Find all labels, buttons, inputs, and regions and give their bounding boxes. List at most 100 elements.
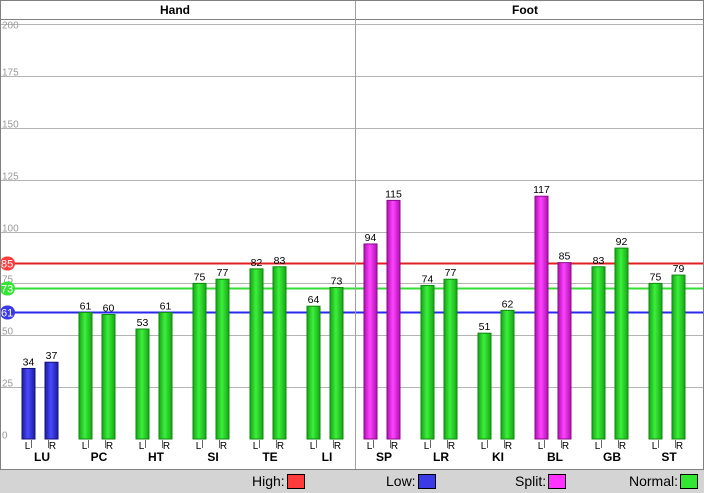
y-tick-label: 200 bbox=[2, 21, 19, 32]
group-label-ki: KI bbox=[492, 450, 504, 464]
side-label-r: R bbox=[163, 441, 170, 452]
side-label-l: L bbox=[310, 441, 316, 452]
value-labels: 34 37 61 60 53 61 75 77 82 83 64 73 94 115 74 77 51 62 117… bbox=[23, 184, 685, 368]
bar-sp-l bbox=[363, 243, 378, 440]
bar-lu-l bbox=[21, 367, 36, 440]
y-tick-label: 50 bbox=[2, 327, 14, 338]
value-label-sp-r: 115 bbox=[385, 188, 402, 200]
side-label-r: R bbox=[391, 441, 398, 452]
bars bbox=[21, 195, 686, 440]
group-label-li: LI bbox=[322, 450, 333, 464]
side-label-l: L bbox=[82, 441, 88, 452]
value-label-pc-l: 61 bbox=[80, 300, 92, 312]
group-label-gb: GB bbox=[603, 450, 621, 464]
side-label-r: R bbox=[448, 441, 455, 452]
bar-bl-l bbox=[534, 195, 549, 440]
value-label-ki-r: 62 bbox=[502, 298, 514, 310]
group-label-bl: BL bbox=[547, 450, 563, 464]
panel-title-foot: Foot bbox=[512, 3, 538, 17]
value-label-gb-l: 83 bbox=[593, 255, 605, 267]
value-label-st-r: 79 bbox=[673, 263, 685, 275]
side-label-l: L bbox=[25, 441, 31, 452]
side-label-l: L bbox=[196, 441, 202, 452]
side-label-r: R bbox=[106, 441, 113, 452]
side-label-r: R bbox=[619, 441, 626, 452]
side-label-l: L bbox=[652, 441, 658, 452]
reference-marker-normal bbox=[0, 281, 15, 296]
panel-title-hand: Hand bbox=[160, 3, 190, 17]
legend-normal-swatch bbox=[680, 473, 699, 489]
bar-te-r bbox=[272, 266, 287, 440]
y-tick-label: 125 bbox=[2, 172, 19, 183]
group-label-lr: LR bbox=[433, 450, 449, 464]
reference-label-high: 85 bbox=[1, 259, 13, 271]
value-label-lu-l: 34 bbox=[23, 356, 35, 368]
y-tick-label: 100 bbox=[2, 224, 19, 235]
reference-marker-low bbox=[0, 305, 15, 320]
side-label-l: L bbox=[253, 441, 259, 452]
bar-st-l bbox=[648, 282, 663, 440]
value-label-li-r: 73 bbox=[331, 276, 343, 288]
value-label-bl-l: 117 bbox=[533, 184, 550, 196]
y-tick-label: 175 bbox=[2, 68, 19, 79]
bar-ki-r bbox=[500, 309, 515, 440]
y-tick-label: 25 bbox=[2, 379, 14, 390]
bar-gb-r bbox=[614, 247, 629, 440]
legend-low-label: Low: bbox=[386, 473, 416, 489]
reference-marker-high bbox=[0, 256, 15, 271]
side-label-r: R bbox=[505, 441, 512, 452]
legend-split-swatch bbox=[548, 473, 567, 489]
bar-li-r bbox=[329, 287, 344, 440]
value-label-ki-l: 51 bbox=[479, 321, 491, 333]
bar-st-r bbox=[671, 274, 686, 440]
group-label-ht: HT bbox=[148, 450, 165, 464]
bar-li-l bbox=[306, 305, 321, 440]
side-label-r: R bbox=[277, 441, 284, 452]
value-label-bl-r: 85 bbox=[559, 251, 571, 263]
value-label-pc-r: 60 bbox=[103, 303, 115, 315]
side-label-r: R bbox=[49, 441, 56, 452]
bar-ki-l bbox=[477, 332, 492, 440]
bar-pc-l bbox=[78, 311, 93, 440]
bar-si-r bbox=[215, 278, 230, 440]
legend-split: Split: bbox=[515, 473, 567, 489]
value-label-te-r: 83 bbox=[274, 255, 286, 267]
value-label-li-l: 64 bbox=[308, 294, 320, 306]
bar-te-l bbox=[249, 268, 264, 440]
side-label-l: L bbox=[367, 441, 373, 452]
bar-ht-l bbox=[135, 328, 150, 440]
group-label-pc: PC bbox=[91, 450, 108, 464]
side-label-r: R bbox=[220, 441, 227, 452]
value-label-st-l: 75 bbox=[650, 271, 662, 283]
bar-lu-r bbox=[44, 361, 59, 440]
y-tick-label: 0 bbox=[2, 431, 8, 442]
reference-label-normal: 73 bbox=[1, 284, 13, 296]
plot-background bbox=[0, 0, 704, 470]
side-label-l: L bbox=[424, 441, 430, 452]
legend-normal: Normal: bbox=[629, 473, 699, 489]
value-label-lr-r: 77 bbox=[445, 267, 457, 279]
legend-high-swatch bbox=[286, 473, 305, 489]
bar-ht-r bbox=[158, 311, 173, 440]
value-label-ht-r: 61 bbox=[160, 300, 172, 312]
side-label-l: L bbox=[595, 441, 601, 452]
reference-lines: 85 73 61 bbox=[0, 256, 704, 320]
y-axis-ticks: 0 25 50 75 100 125 150 175 200 bbox=[2, 21, 19, 442]
bar-pc-r bbox=[101, 314, 116, 440]
side-label-r: R bbox=[676, 441, 683, 452]
side-label-l: L bbox=[538, 441, 544, 452]
side-label-l: L bbox=[139, 441, 145, 452]
value-label-te-l: 82 bbox=[251, 257, 263, 269]
bar-gb-l bbox=[591, 266, 606, 440]
bar-si-l bbox=[192, 282, 207, 440]
legend-split-label: Split: bbox=[515, 473, 547, 489]
y-tick-label: 150 bbox=[2, 120, 19, 131]
legend-high-label: High: bbox=[252, 473, 285, 489]
panel-headers: Hand Foot bbox=[0, 0, 704, 470]
side-label-r: R bbox=[562, 441, 569, 452]
value-label-ht-l: 53 bbox=[137, 317, 149, 329]
bar-lr-r bbox=[443, 278, 458, 440]
bar-sp-r bbox=[386, 199, 401, 440]
